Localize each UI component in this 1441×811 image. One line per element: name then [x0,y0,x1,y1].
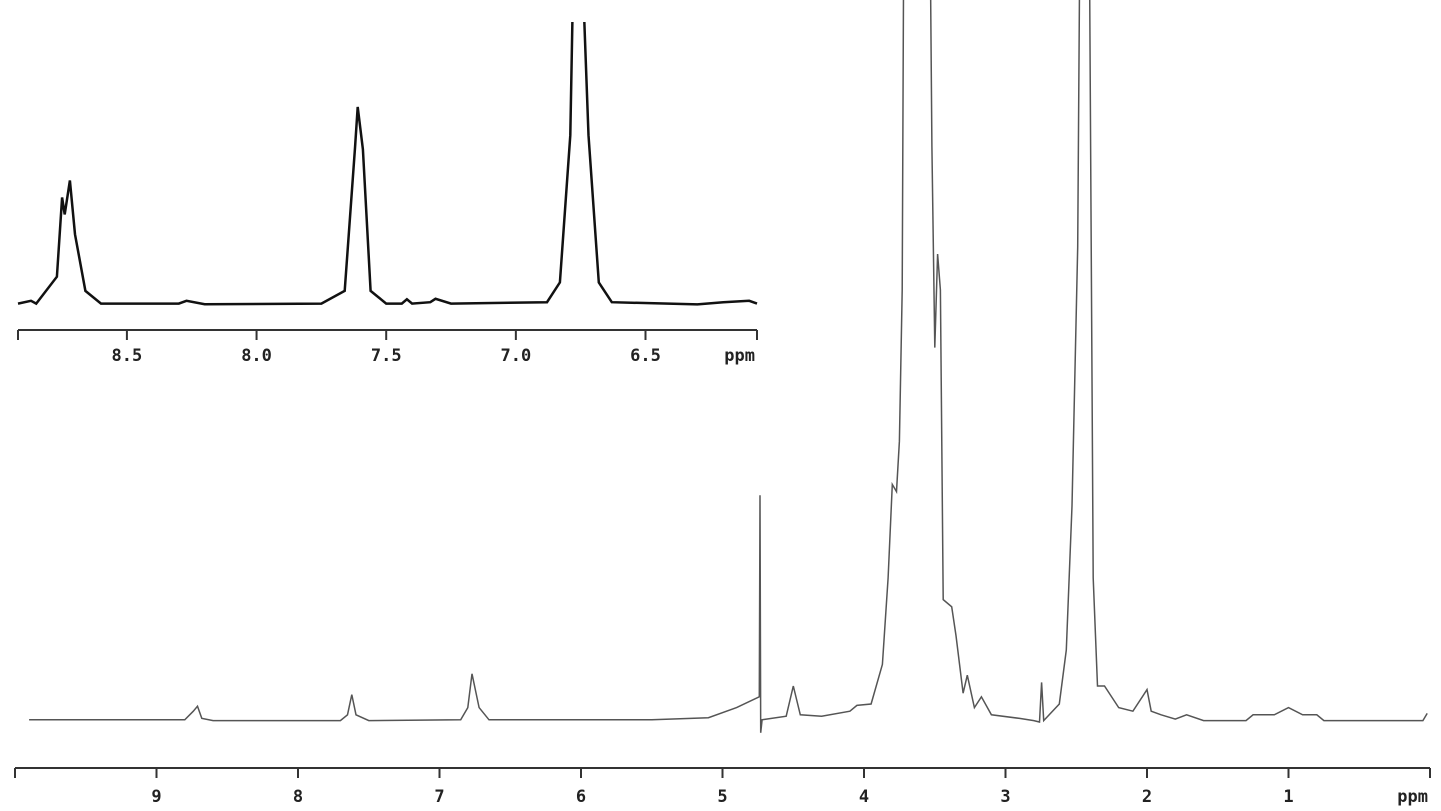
x-tick-label: 7 [434,787,444,807]
x-axis-label: ppm [724,346,755,366]
x-tick-label: 3 [1000,787,1010,807]
x-tick-label: 6 [576,787,586,807]
x-tick-label: 8.0 [241,346,272,366]
x-tick-label: 8.5 [112,346,143,366]
x-tick-label: 9 [151,787,161,807]
x-tick-label: 4 [859,787,869,807]
x-tick-label: 5 [717,787,727,807]
x-tick-label: 6.5 [630,346,661,366]
x-tick-label: 7.5 [371,346,402,366]
x-tick-label: 8 [293,787,303,807]
x-tick-label: 7.0 [500,346,531,366]
x-tick-label: 2 [1142,787,1152,807]
x-axis-label: ppm [1397,787,1428,807]
spectrum-line [29,0,1428,733]
x-tick-label: 1 [1283,787,1293,807]
spectrum-line [17,22,758,306]
